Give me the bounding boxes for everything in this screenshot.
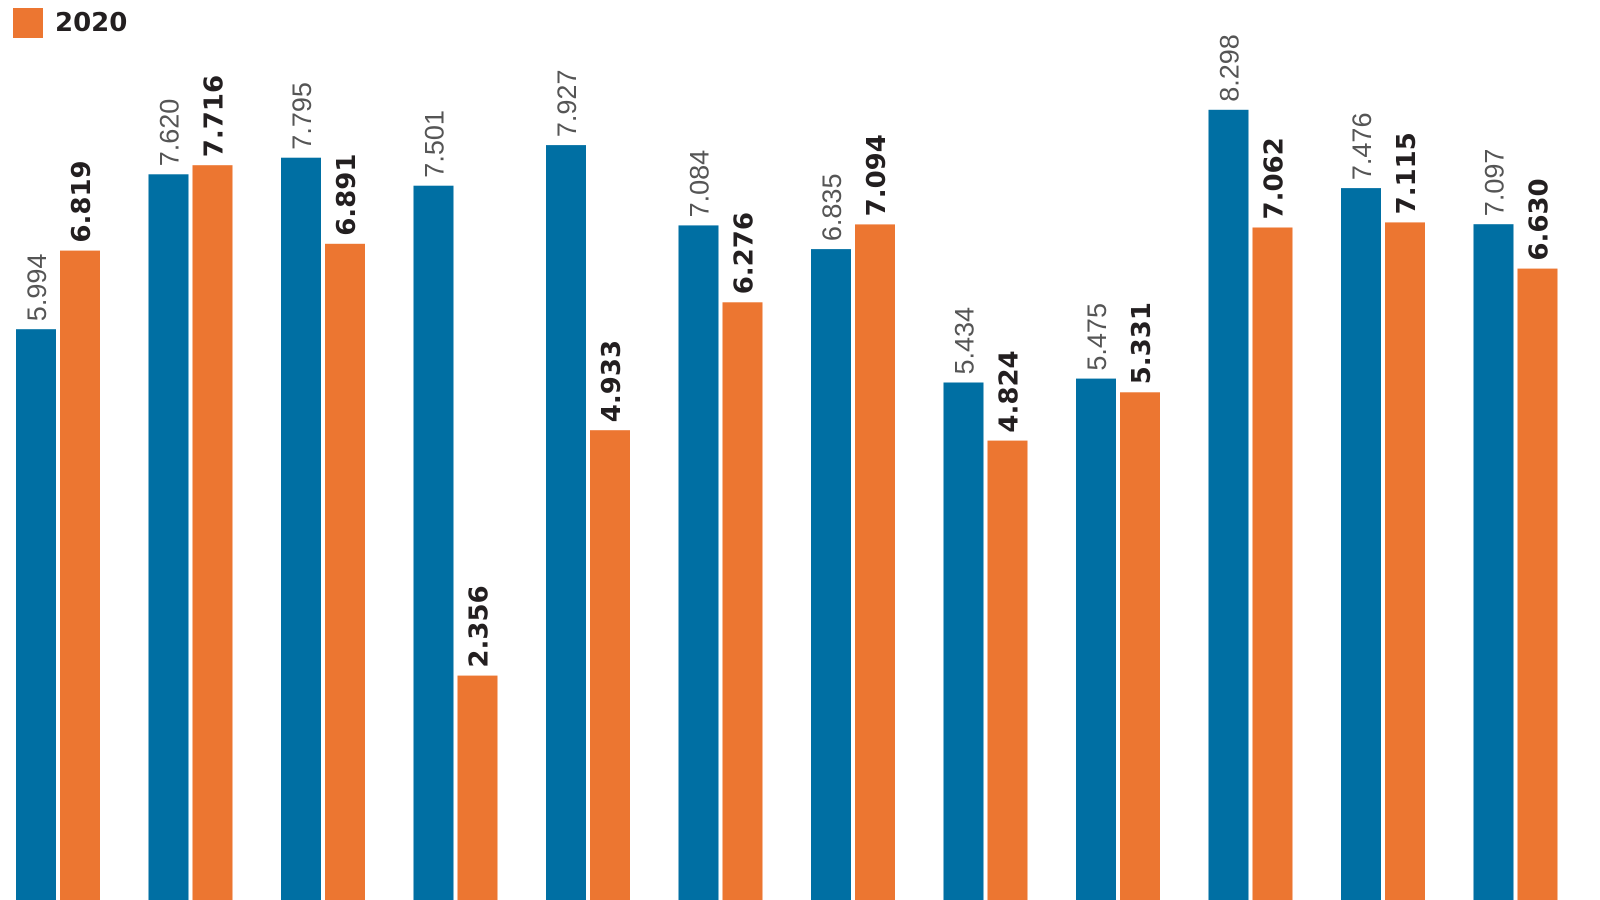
data-label-series-2-6: 6.276 bbox=[730, 212, 760, 294]
data-label-series-1-3: 7.795 bbox=[287, 82, 317, 150]
bar-series-1-6 bbox=[678, 225, 719, 900]
data-label-series-2-11: 7.115 bbox=[1392, 132, 1422, 214]
data-label-series-2-12: 6.630 bbox=[1525, 178, 1555, 260]
data-label-series-2-4: 2.356 bbox=[465, 585, 495, 667]
bar-series-1-5 bbox=[546, 145, 586, 900]
data-label-series-1-6: 7.084 bbox=[685, 150, 715, 218]
bar-series-1-9 bbox=[1076, 378, 1116, 900]
data-label-series-1-10: 8.298 bbox=[1215, 34, 1245, 102]
bar-series-2-12 bbox=[1517, 268, 1558, 900]
data-label-series-2-9: 5.331 bbox=[1127, 302, 1157, 384]
data-label-series-1-5: 7.927 bbox=[552, 70, 582, 138]
bar-series-1-7 bbox=[811, 249, 851, 900]
data-label-series-1-4: 7.501 bbox=[420, 110, 450, 178]
bar-series-1-11 bbox=[1341, 188, 1381, 900]
bar-series-1-8 bbox=[943, 382, 984, 900]
data-label-series-1-1: 5.994 bbox=[22, 254, 52, 322]
data-label-series-1-12: 7.097 bbox=[1480, 149, 1510, 217]
bar-series-2-6 bbox=[722, 302, 763, 900]
data-label-series-2-7: 7.094 bbox=[862, 134, 892, 216]
data-label-series-2-8: 4.824 bbox=[995, 350, 1025, 432]
data-label-series-1-8: 5.434 bbox=[950, 307, 980, 375]
bar-series-2-11 bbox=[1385, 222, 1425, 900]
bar-series-1-2 bbox=[148, 174, 189, 900]
bar-series-1-12 bbox=[1473, 224, 1514, 900]
data-label-series-2-5: 4.933 bbox=[597, 340, 627, 422]
bar-series-2-4 bbox=[457, 675, 498, 900]
data-label-series-1-11: 7.476 bbox=[1347, 113, 1377, 181]
legend: 2020 bbox=[13, 6, 127, 40]
bar-series-1-1 bbox=[16, 329, 56, 900]
data-label-series-1-7: 6.835 bbox=[817, 174, 847, 242]
bar-series-2-5 bbox=[590, 430, 630, 900]
bar-series-2-1 bbox=[60, 250, 100, 900]
legend-swatch-2020 bbox=[13, 8, 43, 38]
bar-series-2-9 bbox=[1120, 392, 1160, 900]
bar-series-1-10 bbox=[1208, 109, 1249, 900]
bar-series-2-2 bbox=[192, 165, 233, 900]
data-label-series-2-2: 7.716 bbox=[200, 75, 230, 157]
data-label-series-2-3: 6.891 bbox=[332, 154, 362, 236]
bar-series-2-3 bbox=[325, 243, 365, 900]
data-label-series-1-9: 5.475 bbox=[1082, 303, 1112, 371]
data-label-series-2-10: 7.062 bbox=[1260, 137, 1290, 219]
bar-series-1-3 bbox=[281, 157, 321, 900]
data-label-series-2-1: 6.819 bbox=[67, 160, 97, 242]
bar-series-2-8 bbox=[987, 440, 1028, 900]
bar-series-1-4 bbox=[413, 185, 454, 900]
data-label-series-1-2: 7.620 bbox=[155, 99, 185, 167]
legend-label-2020: 2020 bbox=[55, 8, 128, 38]
bar-series-2-10 bbox=[1252, 227, 1293, 900]
bar-series-2-7 bbox=[855, 224, 895, 900]
